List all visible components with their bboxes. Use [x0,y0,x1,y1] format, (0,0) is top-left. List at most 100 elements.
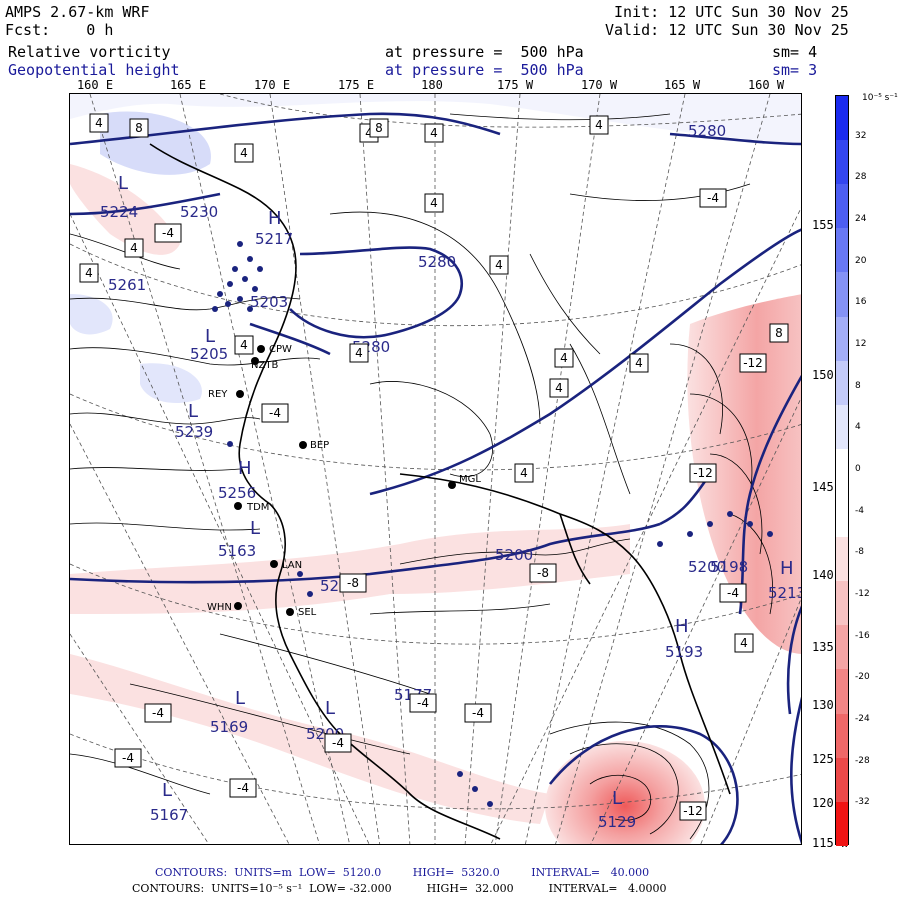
vorticity-value-box: 4 [549,378,569,398]
vorticity-value: -4 [162,226,174,240]
colorbar-tick-label: -32 [855,797,870,808]
height-value: 5230 [180,203,218,221]
vorticity-value-box: -12 [739,353,767,373]
cyclone-vorticity-core [545,741,705,844]
vorticity-value-box: -12 [679,801,707,821]
vorticity-value: 4 [365,126,373,140]
height-value: 5193 [665,643,703,661]
height-value: 5239 [175,423,213,441]
vorticity-value-box: 4 [424,123,444,143]
vorticity-value-box: -4 [261,403,289,423]
vorticity-contours [70,113,773,840]
station-dots [234,345,456,616]
negative-vorticity-area [140,363,202,404]
longitude-label: 170 W [580,78,618,92]
vorticity-value-box: 8 [769,323,789,343]
map-canvas: CPW NZTB REY BEP MGL TDM LAN WHN SEL 522… [70,94,802,844]
colorbar-swatch [836,228,848,273]
vorticity-value-box: -12 [689,463,717,483]
colorbar-swatch [836,96,848,141]
vorticity-value-box: 4 [79,263,99,283]
longitude-label: 160 E [76,78,114,92]
station-label: REY [208,389,228,400]
colorbar-tick-label: -24 [855,714,870,724]
field1-level: at pressure = 500 hPa [385,43,584,61]
valid-time: Valid: 12 UTC Sun 30 Nov 25 [605,21,849,39]
vorticity-value: 4 [740,636,748,650]
colorbar-tick-label: 0 [855,464,861,474]
vorticity-value: -4 [727,586,739,600]
height-value: 5213 [768,584,802,602]
colorbar-swatch [836,581,848,626]
negative-vorticity-area [100,111,211,175]
colorbar-tick-label: -8 [855,547,864,558]
colorbar-swatch [836,537,848,582]
colorbar-tick-label: 20 [855,255,867,266]
svg-text:L: L [235,688,245,709]
vorticity-value: 4 [85,266,93,280]
station-label: TDM [246,502,269,513]
vorticity-value: -12 [683,804,703,818]
vorticity-value-box: -4 [114,748,142,768]
colorbar-tick-label: 28 [855,172,867,183]
field2-level: at pressure = 500 hPa [385,61,584,79]
vorticity-value-box: -4 [229,778,257,798]
colorbar-tick-label: -4 [855,505,864,516]
svg-text:L: L [188,401,198,422]
vorticity-value-box: 4 [554,348,574,368]
field2-smoothing: sm= 3 [772,61,818,79]
vorticity-value: 4 [520,466,528,480]
colorbar-swatch [836,492,848,538]
station-label: BEP [310,440,329,451]
svg-text:L: L [325,698,335,719]
colorbar-swatch [836,801,848,846]
vorticity-value-box: 4 [424,193,444,213]
vorticity-value-box: 4 [489,255,509,275]
height-value: 5169 [210,718,248,736]
colorbar-swatch [836,713,848,758]
svg-text:H: H [780,558,794,579]
field1-name: Relative vorticity [8,43,171,61]
vorticity-contour-info: CONTOURS: UNITS=10⁻⁵ s⁻¹ LOW= -32.000 HI… [132,882,667,895]
east-vorticity-maximum [687,294,801,654]
vorticity-value-box: -4 [409,693,437,713]
colorbar-swatch [836,757,848,802]
model-title: AMPS 2.67-km WRF [5,3,150,21]
vorticity-value-box: 4 [734,633,754,653]
vorticity-value: -4 [122,751,134,765]
vorticity-value-box: -4 [154,223,182,243]
station-label: WHN [207,602,232,613]
vorticity-value-box: -4 [464,703,492,723]
ice-features [212,241,773,807]
height-contours [70,112,801,844]
vorticity-value: 4 [130,241,138,255]
colorbar-swatch [836,404,848,449]
station-label: CPW [269,344,292,355]
svg-text:H: H [675,616,689,637]
vorticity-value: -12 [743,356,763,370]
height-value: 5198 [710,558,748,576]
colorbar-swatch [836,272,848,317]
vorticity-value-box: -8 [529,563,557,583]
vorticity-value-box: 4 [234,143,254,163]
coastline [149,143,731,840]
colorbar-swatch [836,448,848,493]
svg-text:H: H [268,208,282,229]
vorticity-value-box: -8 [339,573,367,593]
forecast-hour: Fcst: 0 h [5,21,114,39]
vorticity-value: 4 [555,381,563,395]
height-value: 5203 [250,293,288,311]
longitude-label: 160 W [747,78,785,92]
colorbar-tick-label: -16 [855,630,870,641]
colorbar-tick-label: 4 [855,422,861,433]
init-time: Init: 12 UTC Sun 30 Nov 25 [614,3,849,21]
height-value: 5129 [598,813,636,831]
positive-vorticity-band [70,524,630,614]
height-value: 5200 [688,558,726,576]
map-panel: CPW NZTB REY BEP MGL TDM LAN WHN SEL 522… [69,93,802,845]
vorticity-value-box: 4 [349,343,369,363]
colorbar-swatch [836,625,848,670]
vorticity-value-box: 4 [514,463,534,483]
vorticity-value-box: -4 [144,703,172,723]
